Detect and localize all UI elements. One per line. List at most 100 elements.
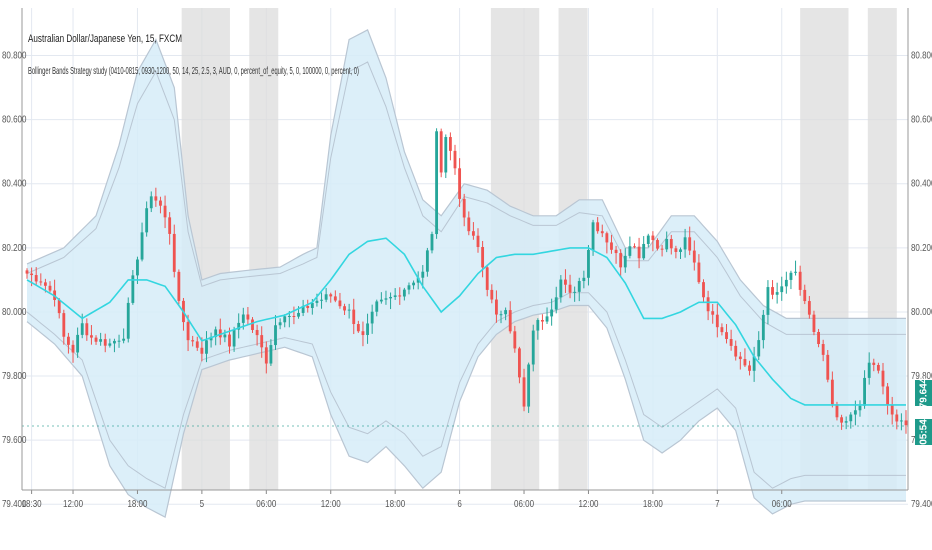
candle[interactable] (729, 339, 733, 346)
candle[interactable] (448, 137, 452, 151)
candle[interactable] (743, 359, 747, 366)
candle[interactable] (232, 329, 236, 347)
candle[interactable] (356, 324, 360, 332)
candle[interactable] (577, 281, 581, 292)
candle[interactable] (559, 279, 563, 298)
candle[interactable] (545, 316, 549, 322)
candle[interactable] (467, 217, 471, 232)
candle[interactable] (853, 410, 857, 415)
candle[interactable] (568, 284, 572, 293)
candle[interactable] (320, 299, 323, 301)
candle[interactable] (646, 235, 650, 244)
candle[interactable] (757, 340, 761, 357)
candle[interactable] (85, 323, 89, 336)
candle[interactable] (596, 222, 600, 232)
candle[interactable] (554, 297, 558, 310)
candle[interactable] (99, 339, 103, 342)
candle[interactable] (844, 421, 848, 423)
candle[interactable] (633, 246, 636, 248)
candle[interactable] (600, 231, 604, 234)
candle[interactable] (780, 286, 784, 293)
candle[interactable] (674, 248, 678, 252)
candle[interactable] (899, 420, 903, 422)
candle[interactable] (30, 273, 34, 276)
candle[interactable] (389, 296, 392, 299)
candle[interactable] (513, 331, 517, 349)
candle[interactable] (527, 364, 531, 407)
candle[interactable] (48, 285, 52, 291)
candle[interactable] (573, 291, 577, 293)
candle[interactable] (738, 356, 742, 360)
candle[interactable] (205, 340, 208, 354)
candle[interactable] (665, 238, 669, 250)
candle[interactable] (858, 405, 862, 411)
candle[interactable] (766, 287, 770, 315)
candle[interactable] (278, 322, 282, 326)
candle[interactable] (149, 196, 153, 209)
candle[interactable] (481, 247, 485, 268)
candle[interactable] (269, 345, 273, 364)
candle[interactable] (283, 316, 287, 323)
candle[interactable] (237, 322, 241, 330)
candle[interactable] (679, 249, 682, 252)
candle[interactable] (587, 249, 590, 278)
candle[interactable] (536, 319, 540, 331)
candle[interactable] (582, 277, 586, 282)
candle[interactable] (660, 248, 664, 250)
candle[interactable] (94, 337, 98, 342)
candle[interactable] (518, 348, 521, 378)
candle[interactable] (821, 344, 825, 355)
candle[interactable] (628, 246, 632, 256)
candle[interactable] (485, 267, 489, 290)
candle[interactable] (494, 299, 498, 315)
candle[interactable] (656, 240, 659, 249)
candle[interactable] (476, 235, 480, 248)
candle[interactable] (126, 302, 130, 339)
candle[interactable] (177, 271, 181, 301)
candle[interactable] (784, 279, 788, 287)
candle[interactable] (333, 296, 337, 301)
candle[interactable] (200, 347, 204, 354)
candle[interactable] (508, 310, 512, 332)
candle[interactable] (297, 312, 300, 317)
candle[interactable] (214, 329, 218, 337)
candle[interactable] (416, 277, 420, 283)
candle[interactable] (807, 301, 811, 315)
candle[interactable] (458, 168, 462, 199)
candle[interactable] (872, 362, 876, 365)
candle[interactable] (642, 243, 646, 259)
candle[interactable] (867, 362, 871, 378)
candle[interactable] (462, 198, 466, 218)
candle[interactable] (71, 344, 75, 353)
candle[interactable] (771, 287, 774, 295)
candle[interactable] (347, 309, 351, 311)
candle[interactable] (692, 250, 696, 263)
candle[interactable] (34, 275, 38, 282)
candle[interactable] (425, 250, 429, 272)
candle[interactable] (80, 323, 84, 335)
candle[interactable] (274, 325, 277, 346)
candle[interactable] (886, 386, 890, 406)
candle[interactable] (683, 237, 687, 250)
candle[interactable] (499, 314, 503, 316)
candle[interactable] (794, 271, 797, 273)
candle[interactable] (789, 272, 793, 280)
candle[interactable] (122, 338, 126, 341)
candle[interactable] (702, 282, 705, 298)
candle[interactable] (264, 347, 268, 364)
candle[interactable] (255, 329, 259, 336)
candle[interactable] (366, 323, 369, 336)
candle[interactable] (292, 315, 296, 317)
candle[interactable] (715, 314, 719, 328)
candle[interactable] (591, 222, 595, 250)
candle[interactable] (812, 314, 816, 332)
candle[interactable] (324, 294, 328, 300)
candle[interactable] (131, 275, 135, 303)
candle[interactable] (849, 414, 853, 422)
candle[interactable] (697, 262, 701, 283)
candle[interactable] (246, 314, 250, 320)
candle[interactable] (108, 343, 112, 346)
candle[interactable] (711, 311, 715, 315)
candle[interactable] (168, 217, 172, 234)
